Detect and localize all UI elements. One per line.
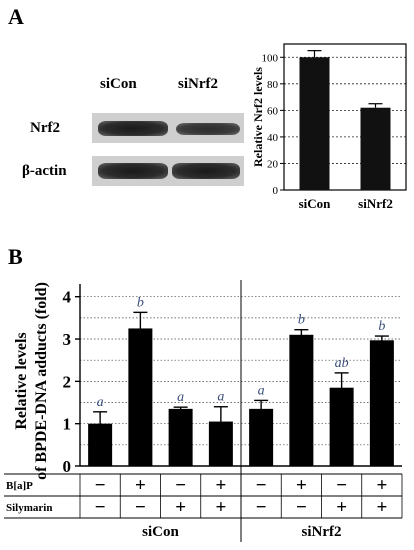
row-label-nrf2: Nrf2 (30, 120, 60, 136)
group-label: siNrf2 (302, 524, 342, 540)
chart-b-tick-label: 0 (63, 457, 72, 476)
treatment-sign: + (215, 475, 226, 496)
lane-label-sinrf2: siNrf2 (178, 76, 218, 92)
chart-b-bar (88, 423, 113, 466)
chart-b-bar (249, 408, 274, 466)
chart-a-tick-label: 0 (273, 185, 279, 197)
chart-b-bar (369, 340, 394, 466)
group-label: siCon (142, 524, 179, 540)
chart-a-tick-label: 100 (262, 52, 279, 64)
chart-b-tick-label: 2 (63, 372, 72, 391)
band-nrf2-sicon (98, 121, 168, 136)
treatment-sign: − (175, 475, 186, 496)
chart-b-y-label-line-1: Relative levels (13, 332, 30, 429)
treatment-sign: − (256, 497, 267, 518)
chart-a-tick-label: 40 (267, 132, 279, 144)
treatment-sign: − (95, 475, 106, 496)
chart-b-significance-letter: b (378, 319, 385, 334)
treatment-sign: + (376, 497, 387, 518)
lane-label-sicon: siCon (100, 76, 137, 92)
chart-a-y-label: Relative Nrf2 levels (251, 67, 265, 167)
chart-b-tick-label: 3 (63, 330, 72, 349)
chart-b-significance-letter: a (217, 390, 224, 405)
blot-actin-strip (92, 156, 244, 186)
treatment-sign: + (336, 497, 347, 518)
chart-b-bar (168, 408, 193, 466)
chart-a-tick-label: 80 (267, 79, 279, 91)
panel-b-letter: B (8, 244, 23, 269)
chart-a: 0 20 40 60 80 100 siCon siNrf2 Relative Nrf2 lev… (251, 43, 407, 211)
chart-b-y-label-line-2: of BPDE-DNA adducts (fold) (33, 282, 50, 480)
chart-a-frame (283, 43, 407, 191)
chart-a-category-label: siCon (299, 196, 332, 211)
chart-a-tick-label: 20 (267, 158, 279, 170)
chart-a-bar (360, 107, 391, 190)
treatment-sign: + (175, 497, 186, 518)
treatment-sign: + (215, 497, 226, 518)
treatment-sign: + (135, 475, 146, 496)
treatment-sign: + (376, 475, 387, 496)
panel-a-letter: A (8, 4, 24, 29)
chart-b-tick-label: 4 (63, 288, 72, 307)
chart-b-significance-letter: ab (335, 356, 349, 371)
band-nrf2-sinrf2 (176, 123, 240, 135)
chart-a-category-label: siNrf2 (358, 196, 393, 211)
blot-nrf2-strip (92, 113, 244, 143)
treatment-sign: − (296, 497, 307, 518)
treatment-sign: − (135, 497, 146, 518)
treatment-sign: − (336, 475, 347, 496)
chart-b-bar (329, 387, 354, 466)
band-actin-sinrf2 (172, 163, 240, 179)
chart-a-tick-label: 60 (267, 105, 279, 117)
row-label-beta-actin: β-actin (22, 163, 67, 179)
treatment-sign: − (256, 475, 267, 496)
treatment-sign: − (95, 497, 106, 518)
chart-b-bar (289, 334, 314, 466)
chart-a-bar (299, 57, 330, 190)
chart-b-significance-letter: b (137, 295, 144, 310)
treatment-label: Silymarin (6, 502, 52, 514)
band-actin-sicon (98, 163, 168, 179)
chart-b-significance-letter: a (258, 383, 265, 398)
chart-b-significance-letter: a (177, 390, 184, 405)
treatment-sign: + (296, 475, 307, 496)
chart-b-bar (128, 328, 153, 466)
chart-b-significance-letter: b (298, 313, 305, 328)
chart-b-tick-label: 1 (63, 415, 72, 434)
treatment-label: B[a]P (6, 480, 33, 492)
chart-b-bar (208, 421, 233, 466)
chart-b-significance-letter: a (97, 395, 104, 410)
chart-b-y-label: Relative levels of BPDE-DNA adducts (fold… (13, 282, 50, 480)
